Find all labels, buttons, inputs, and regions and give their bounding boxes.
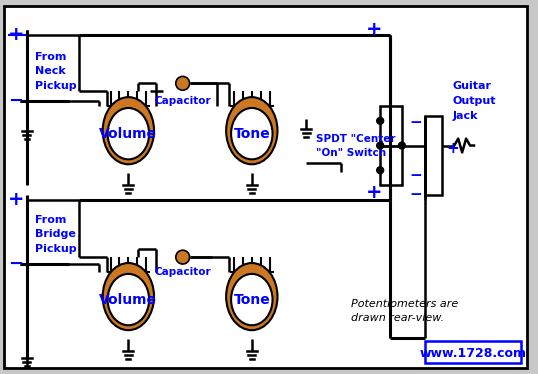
Circle shape — [377, 117, 384, 124]
Text: drawn rear-view.: drawn rear-view. — [351, 313, 444, 324]
Text: −: − — [8, 255, 23, 273]
Text: −: − — [8, 92, 23, 110]
Text: +: + — [365, 21, 382, 40]
Bar — [380, 106, 402, 185]
Circle shape — [377, 167, 384, 174]
Bar — [424, 116, 442, 195]
Circle shape — [176, 250, 189, 264]
Text: +: + — [447, 141, 459, 156]
Text: +: + — [8, 190, 24, 209]
Circle shape — [377, 142, 384, 149]
Circle shape — [176, 76, 189, 90]
Ellipse shape — [226, 97, 278, 164]
Text: SPDT "Center: SPDT "Center — [316, 134, 395, 144]
Text: www.1728.com: www.1728.com — [420, 347, 527, 361]
Text: Bridge: Bridge — [34, 229, 75, 239]
Text: From: From — [34, 215, 66, 225]
Text: +: + — [365, 183, 382, 202]
Text: −: − — [410, 115, 422, 130]
Text: Neck: Neck — [34, 67, 65, 76]
Text: −: − — [410, 168, 422, 183]
Text: From: From — [34, 52, 66, 62]
Text: Guitar: Guitar — [452, 81, 491, 91]
Text: Pickup: Pickup — [34, 81, 76, 91]
Bar — [424, 341, 521, 363]
Text: Volume: Volume — [100, 292, 158, 307]
Text: Potentiometers are: Potentiometers are — [351, 298, 458, 309]
Ellipse shape — [231, 108, 273, 159]
Text: Pickup: Pickup — [34, 244, 76, 254]
Ellipse shape — [103, 263, 154, 330]
Ellipse shape — [103, 97, 154, 164]
Text: "On" Switch: "On" Switch — [316, 148, 386, 159]
Circle shape — [399, 142, 405, 149]
Text: Capacitor: Capacitor — [154, 267, 211, 277]
Ellipse shape — [108, 274, 149, 325]
Ellipse shape — [108, 108, 149, 159]
Ellipse shape — [231, 274, 273, 325]
Text: Output: Output — [452, 96, 496, 106]
Text: Volume: Volume — [100, 127, 158, 141]
Text: Tone: Tone — [233, 127, 270, 141]
Text: Tone: Tone — [233, 292, 270, 307]
Text: −: − — [410, 187, 422, 202]
Text: +: + — [8, 25, 24, 45]
Text: Capacitor: Capacitor — [154, 96, 211, 106]
Text: Jack: Jack — [452, 111, 478, 121]
Ellipse shape — [226, 263, 278, 330]
